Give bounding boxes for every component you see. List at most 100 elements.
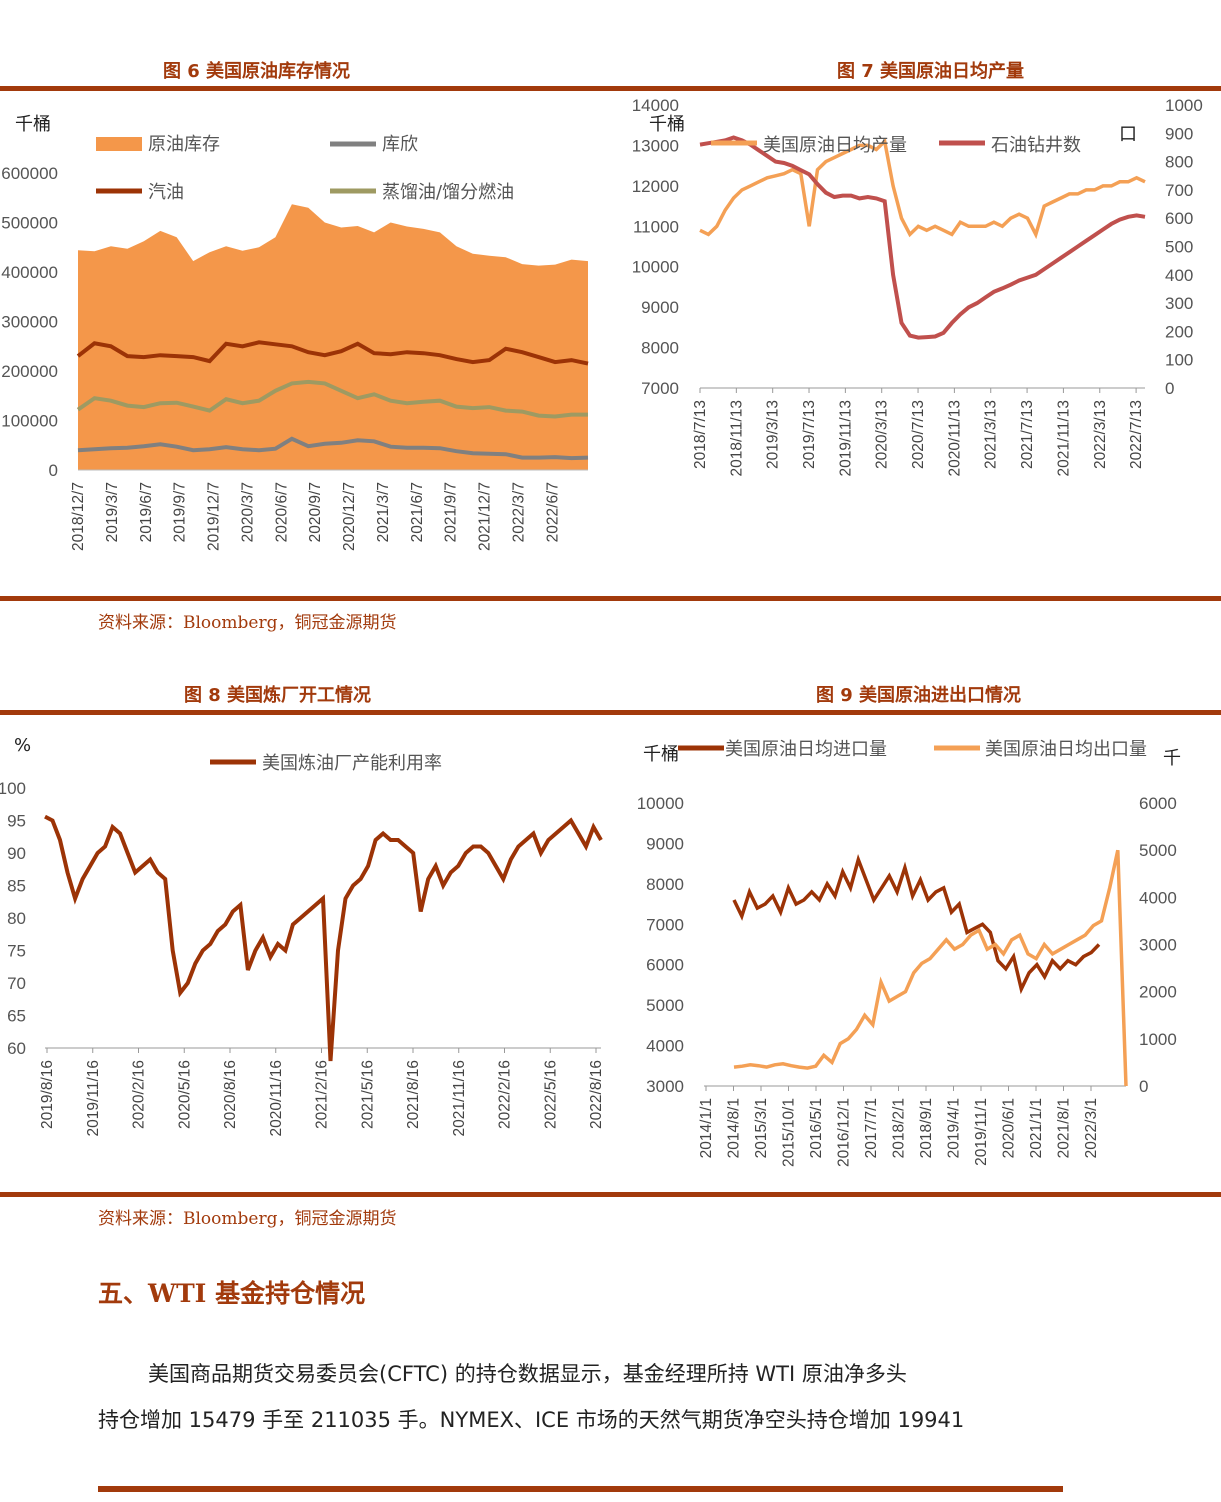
fig7-y-right-tick: 600 [1165,209,1193,228]
fig7-x-tick: 2019/7/13 [801,400,818,469]
fig9-x-tick: 2018/2/1 [891,1098,908,1158]
fig6-legend-crude: 原油库存 [148,134,220,155]
fig7-title: 图 7 美国原油日均产量 [837,61,1025,82]
rule-under-row1 [0,596,1221,601]
fig7-legend-production: 美国原油日均产量 [763,135,907,156]
fig8-y-tick: 75 [7,942,26,961]
rule-row2-top [0,710,1221,715]
rule-under-row2 [0,1192,1221,1197]
fig9-x-tick: 2017/7/1 [863,1098,880,1158]
fig7-x-tick: 2020/3/13 [874,400,891,469]
fig8-y-tick: 100 [0,779,26,798]
fig8-x-tick: 2021/5/16 [359,1060,376,1129]
fig8-x-tick: 2020/2/16 [131,1060,148,1129]
fig7-x-tick: 2021/7/13 [1019,400,1036,469]
fig6-x-tick: 2020/6/7 [273,482,290,542]
fig9-title: 图 9 美国原油进出口情况 [816,685,1022,706]
fig6-x-tick: 2022/3/7 [510,482,527,542]
fig9-x-tick: 2014/8/1 [726,1098,743,1158]
fig7-y-left-tick: 9000 [641,298,679,317]
fig8-y-tick: 95 [7,812,26,831]
fig8-x-tick: 2020/5/16 [176,1060,193,1129]
fig9-y-right-tick: 3000 [1139,936,1177,955]
fig8-x-tick: 2020/8/16 [222,1060,239,1129]
paragraph-line-2: 持仓增加 15479 手至 211035 手。NYMEX、ICE 市场的天然气期… [98,1408,965,1432]
fig6-chart: 0 100000 200000 300000 400000 500000 600000 千桶 2… [1,114,589,551]
fig7-y-left-tick: 14000 [632,96,679,115]
fig9-y-right-tick: 4000 [1139,888,1177,907]
section-heading: 五、WTI 基金持仓情况 [98,1279,366,1308]
fig8-y-tick: 85 [7,877,26,896]
top-rule [0,86,1221,91]
fig9-y-left-tick: 3000 [646,1077,684,1096]
fig7-y-left-tick: 10000 [632,258,679,277]
fig6-x-tick: 2019/3/7 [104,482,121,542]
fig8-line-utilization [44,814,603,1062]
fig7-y-left-tick: 7000 [641,379,679,398]
fig9-unit-right: 千 [1163,748,1181,769]
fig8-x-tick: 2019/8/16 [39,1060,56,1129]
fig9-y-right-tick: 0 [1139,1077,1148,1096]
fig6-x-tick: 2021/9/7 [443,482,460,542]
fig6-legend-swatch-crude [96,137,142,151]
fig7-y-left-tick: 12000 [632,177,679,196]
fig6-x-tick: 2019/9/7 [172,482,189,542]
fig7-legend-rigs: 石油钻井数 [991,135,1081,156]
fig9-y-right-tick: 6000 [1139,794,1177,813]
fig7-x-tick: 2018/7/13 [692,400,709,469]
fig7-y-left-tick: 8000 [641,339,679,358]
fig9-x-tick: 2021/8/1 [1056,1098,1073,1158]
fig6-x-tick: 2018/12/7 [70,482,87,551]
fig9-y-right-tick: 1000 [1139,1030,1177,1049]
fig8-x-tick: 2022/2/16 [497,1060,514,1129]
fig7-y-right-tick: 400 [1165,266,1193,285]
fig9-chart: 3000 4000 5000 6000 7000 8000 9000 10000 0 1000 20… [637,739,1181,1167]
fig7-x-tick: 2020/11/13 [946,400,963,476]
fig7-line-production [699,137,1146,240]
fig6-y-tick: 500000 [1,214,58,233]
fig9-line-imports [732,853,1101,995]
fig6-y-tick: 0 [49,461,58,480]
source-note-1: 资料来源：Bloomberg，铜冠金源期货 [98,613,397,633]
fig6-y-tick: 200000 [1,362,58,381]
fig6-legend-gasoline: 汽油 [148,182,184,203]
fig6-x-tick: 2022/6/7 [544,482,561,542]
fig8-x-tick: 2022/8/16 [588,1060,605,1129]
fig9-x-tick: 2015/10/1 [781,1098,798,1167]
fig9-x-tick: 2016/5/1 [808,1098,825,1158]
fig9-y-left-tick: 5000 [646,996,684,1015]
fig6-title: 图 6 美国原油库存情况 [163,61,351,82]
fig9-x-tick: 2020/6/1 [1001,1098,1018,1158]
fig7-x-tick: 2021/11/13 [1055,400,1072,476]
fig7-x-tick: 2022/3/13 [1092,400,1109,469]
fig7-x-tick: 2018/11/13 [728,400,745,476]
source-note-2: 资料来源：Bloomberg，铜冠金源期货 [98,1209,397,1229]
fig6-x-tick: 2020/3/7 [239,482,256,542]
fig9-x-tick: 2018/9/1 [918,1098,935,1158]
paragraph-line-1: 美国商品期货交易委员会(CFTC) 的持仓数据显示，基金经理所持 WTI 原油净… [148,1362,907,1386]
fig6-y-tick: 400000 [1,263,58,282]
fig8-legend-utilization: 美国炼油厂产能利用率 [262,753,442,774]
fig9-line-exports [733,849,1128,1087]
fig8-unit: % [14,735,31,756]
fig7-y-right-tick: 100 [1165,351,1193,370]
fig7-chart: 7000 8000 9000 10000 11000 12000 13000 14000 0 10… [632,96,1203,476]
fig7-x-tick: 2021/3/13 [983,400,1000,469]
fig7-y-right-tick: 300 [1165,294,1193,313]
fig6-unit: 千桶 [15,114,51,135]
fig7-unit-left: 千桶 [649,114,685,135]
fig6-line-distillate [76,379,588,419]
fig7-x-tick: 2019/11/13 [837,400,854,476]
fig9-y-left-tick: 4000 [646,1037,684,1056]
fig7-y-right-tick: 0 [1165,379,1174,398]
fig8-y-tick: 90 [7,844,26,863]
fig6-legend-cushing: 库欣 [382,134,418,155]
fig7-x-tick: 2020/7/13 [910,400,927,469]
fig9-x-tick: 2021/1/1 [1028,1098,1045,1158]
fig6-y-tick: 600000 [1,164,58,183]
fig8-x-tick: 2021/8/16 [405,1060,422,1129]
fig6-legend-distillate: 蒸馏油/馏分燃油 [382,182,514,203]
fig7-y-right-tick: 900 [1165,124,1193,143]
fig7-y-right-tick: 1000 [1165,96,1203,115]
fig9-y-left-tick: 7000 [646,915,684,934]
